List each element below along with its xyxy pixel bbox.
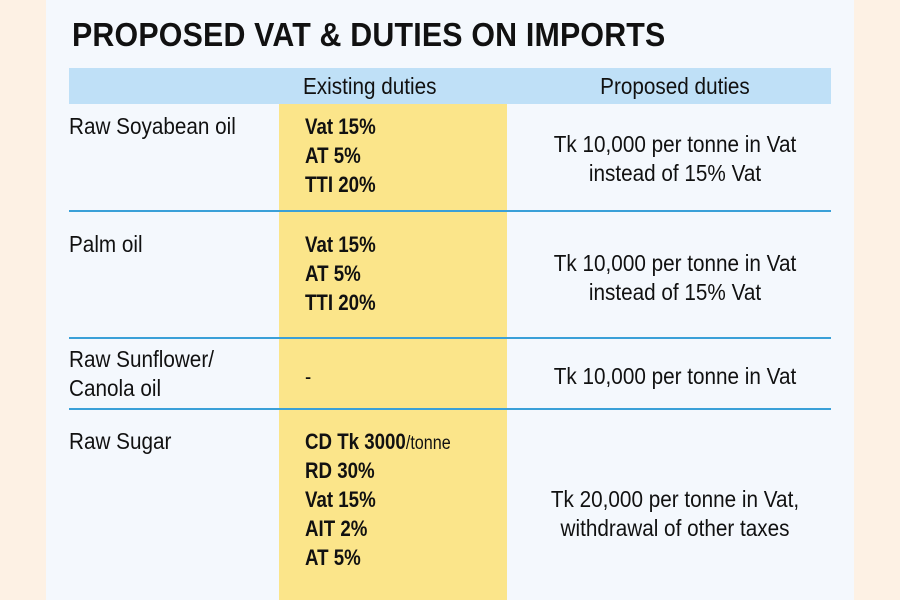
header-proposed-duties: Proposed duties	[600, 73, 750, 99]
item-name: Raw Sunflower/ Canola oil	[69, 346, 214, 401]
existing-duties: -	[305, 364, 312, 389]
header-existing-duties: Existing duties	[303, 73, 437, 99]
page-title: PROPOSED VAT & DUTIES ON IMPORTS	[72, 16, 666, 53]
table-row-raw-soyabean-oil: Raw Soyabean oil Vat 15% AT 5% TTI 20% T…	[69, 112, 831, 210]
row-divider	[69, 408, 831, 410]
table-header: Existing duties Proposed duties	[69, 68, 831, 104]
table-row-raw-sugar: Raw Sugar CD Tk 3000/tonne RD 30% Vat 15…	[69, 427, 831, 587]
row-divider	[69, 337, 831, 339]
table-row-palm-oil: Palm oil Vat 15% AT 5% TTI 20% Tk 10,000…	[69, 230, 831, 328]
proposed-duties: Tk 10,000 per tonne in Vat instead of 15…	[553, 131, 797, 186]
per-tonne-unit: /tonne	[405, 433, 451, 454]
existing-duties: Vat 15% AT 5% TTI 20%	[305, 232, 376, 315]
item-name: Raw Sugar	[69, 428, 172, 454]
existing-duties-column-highlight	[279, 104, 507, 600]
existing-duties: Vat 15% AT 5% TTI 20%	[305, 114, 376, 197]
item-name: Palm oil	[69, 231, 143, 257]
table-row-raw-sunflower-canola-oil: Raw Sunflower/ Canola oil - Tk 10,000 pe…	[69, 345, 831, 407]
proposed-duties: Tk 10,000 per tonne in Vat instead of 15…	[553, 250, 797, 305]
proposed-duties: Tk 10,000 per tonne in Vat	[553, 363, 797, 389]
proposed-duties: Tk 20,000 per tonne in Vat, withdrawal o…	[550, 486, 800, 541]
existing-duties: CD Tk 3000/tonne RD 30% Vat 15% AIT 2% A…	[305, 429, 451, 570]
item-name: Raw Soyabean oil	[69, 113, 236, 139]
row-divider	[69, 210, 831, 212]
